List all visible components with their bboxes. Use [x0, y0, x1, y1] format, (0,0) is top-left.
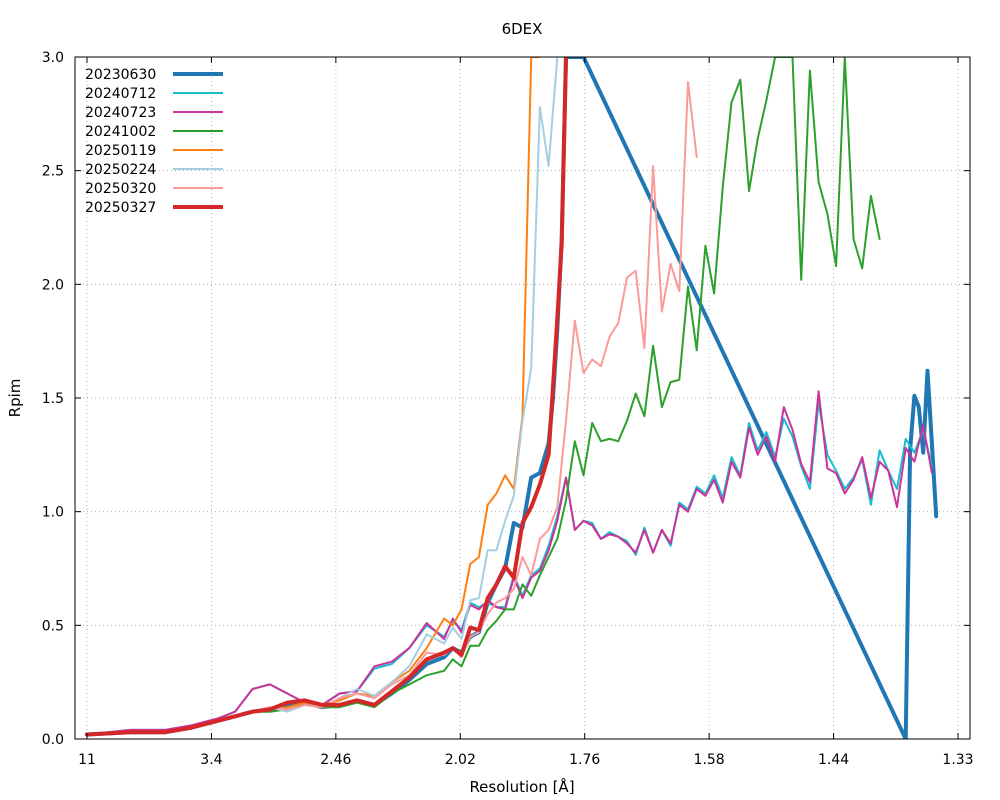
x-tick-label: 1.33: [942, 752, 973, 768]
y-tick-label: 3.0: [42, 50, 64, 66]
chart-title: 6DEX: [502, 20, 543, 38]
series-line-20240712: [86, 401, 933, 736]
legend-label: 20250327: [85, 200, 156, 216]
series-line-20240723: [86, 390, 933, 736]
x-axis-label: Resolution [Å]: [469, 777, 574, 796]
series-line-20241002: [86, 57, 881, 736]
series-line-20250320: [86, 81, 698, 736]
y-tick-label: 2.0: [42, 277, 64, 293]
legend-label: 20250224: [85, 162, 156, 178]
axis-ticks: 11 3.4 2.46 2.02 1.76 1.58 1.44 1.33 0.0 0.5 1.0 1.…: [42, 50, 974, 768]
x-tick-label: 1.44: [818, 752, 849, 768]
legend-label: 20250119: [85, 143, 156, 159]
y-axis-label: Rpim: [6, 379, 24, 418]
x-tick-label: 11: [78, 752, 96, 768]
legend-label: 20230630: [85, 67, 156, 83]
y-tick-label: 0.5: [42, 618, 64, 634]
x-tick-label: 1.76: [569, 752, 600, 768]
x-tick-label: 2.46: [320, 752, 351, 768]
x-tick-label: 1.58: [694, 752, 725, 768]
legend-label: 20241002: [85, 124, 156, 140]
x-tick-label: 3.4: [200, 752, 222, 768]
legend-label: 20250320: [85, 181, 156, 197]
legend: 20230630 20240712 20240723 20241002 20250119…: [85, 67, 223, 216]
grid: [75, 56, 970, 740]
legend-label: 20240723: [85, 105, 156, 121]
legend-label: 20240712: [85, 86, 156, 102]
series-layer: [85, 57, 939, 739]
y-tick-label: 0.0: [42, 732, 64, 748]
y-tick-label: 2.5: [42, 164, 64, 180]
y-tick-label: 1.0: [42, 505, 64, 521]
y-tick-label: 1.5: [42, 391, 64, 407]
series-line-20250327: [85, 57, 568, 737]
x-tick-label: 2.02: [445, 752, 476, 768]
